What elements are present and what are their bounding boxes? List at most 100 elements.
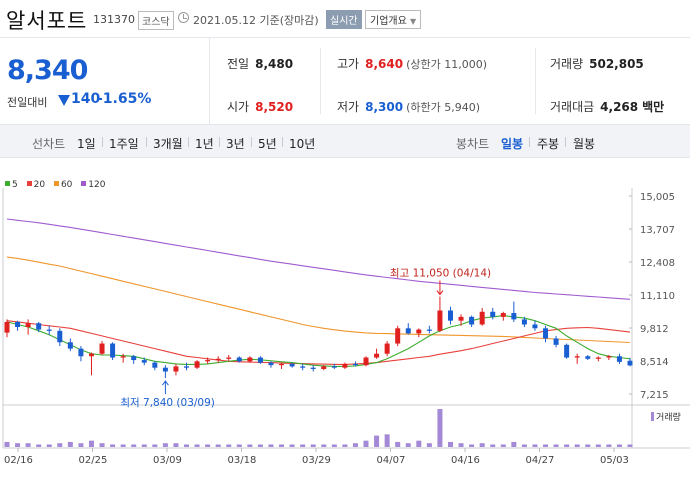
candle-body <box>553 338 559 345</box>
company-overview-dropdown[interactable]: 기업개요 ▼ <box>365 10 422 29</box>
volume-bar <box>479 443 485 447</box>
volume-bar <box>458 443 464 447</box>
volume-bar <box>574 444 580 447</box>
volume-bar <box>46 444 52 447</box>
upper-limit: (상한가 11,000) <box>406 58 487 71</box>
stat-prev-close: 전일 8,480 <box>227 55 293 72</box>
volume-bar <box>205 444 211 447</box>
y-tick-label: 11,110 <box>640 291 675 302</box>
volume-legend: 거래량 <box>651 410 681 423</box>
volume-bar <box>585 444 591 447</box>
legend-ma20: 20 <box>26 180 46 190</box>
stat-value: 4,268 <box>600 100 639 114</box>
candle-body <box>490 311 496 317</box>
ma5-line <box>6 315 631 367</box>
candle-body <box>152 362 158 368</box>
legend-swatch <box>81 181 87 186</box>
stat-open: 시가 8,520 <box>227 98 293 115</box>
ma20-line <box>6 320 631 365</box>
volume-bar <box>15 443 21 447</box>
divider <box>102 137 103 147</box>
tab-period-5y[interactable]: 5년 <box>258 137 277 151</box>
divider <box>535 48 536 114</box>
stat-value: 502,805 <box>589 57 644 71</box>
lower-limit: (하한가 5,940) <box>406 101 480 114</box>
x-tick-label: 03/18 <box>228 455 257 466</box>
candle-body <box>120 356 126 358</box>
volume-bar <box>300 444 306 447</box>
volume-bar <box>595 444 601 447</box>
candle-body <box>574 356 580 358</box>
legend-label: 20 <box>33 180 46 190</box>
volume-bar <box>57 443 63 447</box>
volume-bar <box>627 444 633 447</box>
divider <box>146 137 147 147</box>
volume-bar <box>215 444 221 447</box>
legend-ma60: 60 <box>53 180 73 190</box>
volume-bar <box>606 444 612 447</box>
stats-grid: 전일 8,480 고가 8,640 (상한가 11,000) 거래량 502,805 시… <box>210 38 690 124</box>
volume-bar <box>268 444 274 447</box>
legend-label: 60 <box>60 180 73 190</box>
volume-bar <box>405 443 411 447</box>
tab-period-1w[interactable]: 1주일 <box>109 137 139 151</box>
candle-body <box>543 328 549 339</box>
low-marker-arrowhead <box>161 380 169 386</box>
volume-bar <box>141 444 147 447</box>
candle-body <box>405 328 411 334</box>
tab-period-10y[interactable]: 10년 <box>289 137 316 151</box>
candle-body <box>564 344 570 358</box>
stat-label: 저가 <box>337 100 360 114</box>
tab-daily[interactable]: 일봉 <box>501 137 524 151</box>
divider <box>282 137 283 147</box>
volume-bar <box>331 444 337 447</box>
stat-value: 8,520 <box>255 100 294 114</box>
tab-period-3y[interactable]: 3년 <box>226 137 245 151</box>
candle-body <box>447 310 453 321</box>
candle-body <box>500 313 506 317</box>
candle-body <box>595 357 601 359</box>
realtime-button[interactable]: 실시간 <box>326 10 362 29</box>
candle-body <box>606 356 612 358</box>
y-tick-label: 13,707 <box>640 225 675 236</box>
candle-body <box>395 328 401 344</box>
stat-label: 고가 <box>337 57 360 71</box>
x-tick-label: 05/03 <box>600 455 629 466</box>
volume-bar <box>616 444 622 447</box>
y-tick-label: 7,215 <box>640 390 669 401</box>
volume-bar <box>247 444 253 447</box>
legend-swatch <box>26 181 32 186</box>
candlestick-chart[interactable]: 15,005 13,707 12,408 11,110 9,812 8,514 7,215 0… <box>0 158 690 481</box>
candle-body <box>426 329 432 331</box>
volume-bar <box>67 441 73 447</box>
volume-bar <box>36 444 42 447</box>
tab-line-chart[interactable]: 선차트 <box>32 137 66 151</box>
candle-body <box>458 316 464 321</box>
divider <box>188 137 189 147</box>
divider <box>219 137 220 147</box>
candle-body <box>236 357 242 362</box>
tab-period-1d[interactable]: 1일 <box>77 137 96 151</box>
price-change-percent: -1.65% <box>97 91 152 107</box>
stat-high: 고가 8,640 (상한가 11,000) <box>337 55 487 72</box>
stat-value: 8,480 <box>255 57 294 71</box>
candle-body <box>131 356 137 361</box>
down-arrow-icon <box>58 95 70 106</box>
volume-bar <box>279 444 285 447</box>
volume-bar <box>521 444 527 447</box>
candle-body <box>469 316 475 325</box>
tab-period-1y[interactable]: 1년 <box>195 137 214 151</box>
x-tick-label: 02/16 <box>4 455 33 466</box>
volume-bar <box>437 409 443 447</box>
tab-candle-chart[interactable]: 봉차트 <box>456 137 490 151</box>
candle-body <box>310 367 316 369</box>
volume-bar <box>120 444 126 447</box>
tab-period-3m[interactable]: 3개월 <box>153 137 183 151</box>
tab-monthly[interactable]: 월봉 <box>573 137 596 151</box>
candle-body <box>289 363 295 367</box>
candle-body <box>184 366 190 368</box>
tab-weekly[interactable]: 주봉 <box>537 137 560 151</box>
stat-value: 8,300 <box>365 100 404 114</box>
x-tick-label: 03/09 <box>153 455 182 466</box>
high-annotation: 최고 11,050 (04/14) <box>390 268 491 280</box>
